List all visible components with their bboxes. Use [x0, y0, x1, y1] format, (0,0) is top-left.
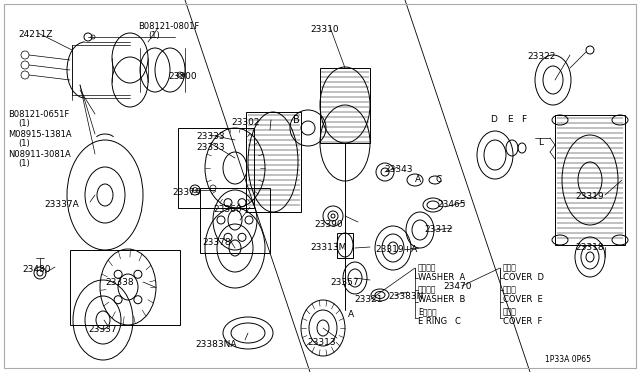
Bar: [246, 112, 301, 212]
Text: 23390: 23390: [314, 220, 342, 229]
Text: COVER  F: COVER F: [503, 317, 542, 326]
Bar: [200, 188, 270, 253]
Text: E: E: [507, 115, 513, 124]
Text: C: C: [435, 175, 441, 184]
Text: 23333: 23333: [196, 132, 225, 141]
Text: B: B: [293, 115, 300, 125]
Text: カバー: カバー: [503, 307, 517, 316]
Text: D: D: [490, 115, 497, 124]
Bar: [337, 233, 353, 258]
Text: (1): (1): [18, 119, 29, 128]
Text: 23343: 23343: [384, 165, 413, 174]
Text: 23310: 23310: [310, 25, 339, 34]
Text: N08911-3081A: N08911-3081A: [8, 150, 71, 159]
Text: A: A: [415, 175, 421, 184]
Text: 23319+A: 23319+A: [375, 245, 417, 254]
Text: 23470: 23470: [443, 282, 472, 291]
Text: 23480: 23480: [22, 265, 51, 274]
Text: B08121-0801F: B08121-0801F: [138, 22, 199, 31]
Text: 23321: 23321: [354, 295, 383, 304]
Bar: [178, 128, 254, 208]
Text: 23300: 23300: [168, 72, 196, 81]
Text: (1): (1): [148, 31, 160, 40]
Bar: [70, 250, 180, 325]
Text: 23378: 23378: [202, 238, 230, 247]
Text: Eリング: Eリング: [418, 307, 436, 316]
Text: 23465: 23465: [437, 200, 465, 209]
Text: 24211Z: 24211Z: [18, 30, 52, 39]
Text: WASHER  A: WASHER A: [418, 273, 465, 282]
Text: F: F: [521, 115, 526, 124]
Text: 23383NA: 23383NA: [195, 340, 237, 349]
Text: A: A: [348, 310, 354, 319]
Text: L: L: [538, 138, 543, 147]
Text: ワッシャ: ワッシャ: [418, 285, 436, 294]
Text: 23319: 23319: [575, 192, 604, 201]
Text: 23313M: 23313M: [310, 243, 346, 252]
Text: COVER  D: COVER D: [503, 273, 544, 282]
Text: 23337A: 23337A: [44, 200, 79, 209]
Text: 23379: 23379: [172, 188, 200, 197]
Text: 23338: 23338: [105, 278, 134, 287]
Text: B08121-0651F: B08121-0651F: [8, 110, 69, 119]
Text: 23337: 23337: [88, 325, 116, 334]
Text: 1P33A 0P65: 1P33A 0P65: [545, 355, 591, 364]
Text: WASHER  B: WASHER B: [418, 295, 465, 304]
Text: 23360: 23360: [213, 205, 242, 214]
Text: 23383N: 23383N: [388, 292, 424, 301]
Text: 23313: 23313: [307, 338, 335, 347]
Text: 23312: 23312: [424, 225, 452, 234]
Text: COVER  E: COVER E: [503, 295, 543, 304]
Text: (1): (1): [18, 139, 29, 148]
Text: ワッシャ: ワッシャ: [418, 263, 436, 272]
Text: (1): (1): [18, 159, 29, 168]
Text: E RING   C: E RING C: [418, 317, 461, 326]
Bar: [555, 115, 625, 245]
Text: M08915-1381A: M08915-1381A: [8, 130, 72, 139]
Bar: [320, 68, 370, 143]
Text: カバー: カバー: [503, 285, 517, 294]
Text: 23318: 23318: [575, 243, 604, 252]
Text: 23322: 23322: [527, 52, 556, 61]
Text: 23333: 23333: [196, 143, 225, 152]
Text: カバー: カバー: [503, 263, 517, 272]
Text: 23357: 23357: [330, 278, 358, 287]
Text: 23302: 23302: [231, 118, 259, 127]
